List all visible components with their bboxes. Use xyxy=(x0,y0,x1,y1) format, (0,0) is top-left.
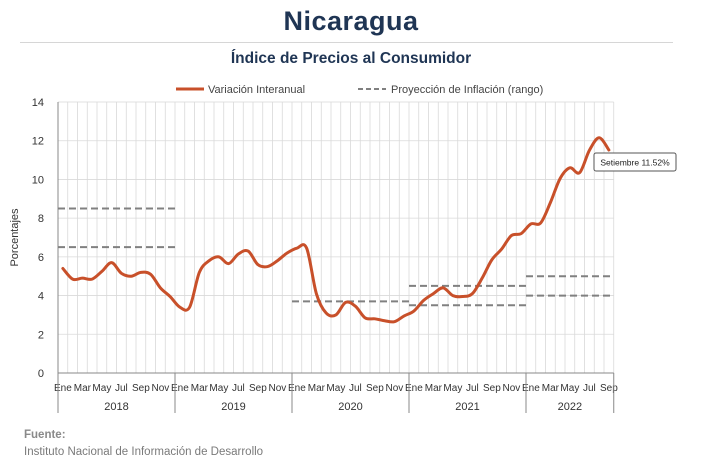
x-tick-label: May xyxy=(92,383,111,394)
x-tick-label: May xyxy=(443,383,462,394)
x-tick-label: Nov xyxy=(502,383,520,394)
x-tick-label: Ene xyxy=(54,383,72,394)
x-tick-label: Sep xyxy=(132,383,150,394)
y-tick-label: 10 xyxy=(32,174,44,186)
grid xyxy=(57,101,615,374)
year-label: 2018 xyxy=(104,401,128,413)
y-tick-label: 14 xyxy=(32,97,44,109)
x-tick-label: Mar xyxy=(191,383,209,394)
inflation-line-chart: Variación Interanual Proyección de Inflac… xyxy=(9,84,677,413)
year-label: 2019 xyxy=(221,401,245,413)
y-tick-label: 0 xyxy=(38,368,44,380)
source-label: Fuente: xyxy=(24,429,66,441)
y-tick-label: 6 xyxy=(38,252,44,264)
series-lines xyxy=(61,136,611,324)
series-variacion-interanual xyxy=(61,136,611,324)
y-tick-label: 2 xyxy=(38,329,44,341)
legend-label-variacion: Variación Interanual xyxy=(208,84,305,96)
annotation-box xyxy=(593,152,677,172)
y-tick-label: 12 xyxy=(32,136,44,148)
x-tick-label: Nov xyxy=(151,383,169,394)
x-tick-label: Mar xyxy=(542,383,560,394)
x-tick-label: Mar xyxy=(425,383,443,394)
x-tick-label: Ene xyxy=(405,383,423,394)
x-tick-label: Sep xyxy=(600,383,618,394)
x-tick-label: Mar xyxy=(74,383,92,394)
x-tick-label: Jul xyxy=(349,383,362,394)
year-label: 2021 xyxy=(455,401,479,413)
chart-subtitle: Índice de Precios al Consumidor xyxy=(230,50,472,67)
x-tick-label: Ene xyxy=(171,383,189,394)
chart-title: Nicaragua xyxy=(283,6,419,36)
year-label: 2022 xyxy=(558,401,582,413)
legend-label-proyeccion: Proyección de Inflación (rango) xyxy=(391,84,543,96)
x-tick-label: Jul xyxy=(466,383,479,394)
x-tick-label: Ene xyxy=(288,383,306,394)
x-tick-label: Jul xyxy=(232,383,245,394)
x-tick-label: Nov xyxy=(385,383,403,394)
x-tick-label: May xyxy=(560,383,579,394)
y-tick-label: 4 xyxy=(38,291,44,303)
x-tick-label: Nov xyxy=(268,383,286,394)
x-tick-label: Sep xyxy=(366,383,384,394)
y-axis-label: Porcentajes xyxy=(9,208,21,267)
title-divider xyxy=(20,42,673,43)
x-tick-label: Ene xyxy=(522,383,540,394)
x-tick-label: May xyxy=(209,383,228,394)
legend: Variación Interanual Proyección de Inflac… xyxy=(176,84,543,96)
annotation-label: Setiembre 11.52% xyxy=(600,158,670,168)
x-tick-label: Jul xyxy=(583,383,596,394)
annotation: Setiembre 11.52% xyxy=(593,152,677,172)
x-tick-label: Sep xyxy=(483,383,501,394)
source-text: Instituto Nacional de Información de Des… xyxy=(24,446,264,458)
year-label: 2020 xyxy=(338,401,362,413)
x-tick-label: Mar xyxy=(308,383,326,394)
x-tick-label: Sep xyxy=(249,383,267,394)
x-tick-label: Jul xyxy=(115,383,128,394)
y-tick-label: 8 xyxy=(38,213,44,225)
x-tick-label: May xyxy=(326,383,345,394)
